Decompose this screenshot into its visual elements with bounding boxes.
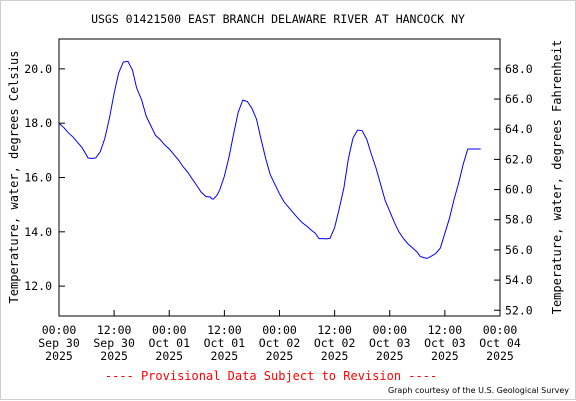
x-tick-label: Oct 01: [204, 336, 246, 350]
left-tick-label: 16.0: [24, 171, 52, 185]
x-tick-label: 00:00: [42, 323, 77, 337]
x-tick-label: 00:00: [483, 323, 518, 337]
x-tick-label: Oct 03: [369, 336, 411, 350]
left-axis: 12.0 14.0 16.0 18.0 20.0: [24, 62, 65, 293]
x-tick-label: 2025: [431, 349, 459, 363]
left-tick-label: 14.0: [24, 225, 52, 239]
right-tick-label: 64.0: [505, 122, 533, 136]
right-tick-label: 54.0: [505, 273, 533, 287]
x-tick-label: 12:00: [207, 323, 242, 337]
x-tick-label: 00:00: [152, 323, 187, 337]
right-tick-label: 56.0: [505, 243, 533, 257]
x-tick-label: 2025: [211, 349, 239, 363]
x-tick-label: 2025: [266, 349, 294, 363]
x-tick-label: 2025: [321, 349, 349, 363]
x-tick-label: 12:00: [428, 323, 463, 337]
right-tick-label: 60.0: [505, 183, 533, 197]
x-tick-label: 2025: [376, 349, 404, 363]
x-tick-label: 12:00: [317, 323, 352, 337]
graph-credit: Graph courtesy of the U.S. Geological Su…: [388, 386, 569, 395]
y-axis-label-left: Temperature, water, degrees Celsius: [7, 51, 21, 304]
right-tick-label: 68.0: [505, 62, 533, 76]
right-axis: 52.0 54.0 56.0 58.0 60.0 62.0 64.0 66.0 68.0: [494, 62, 533, 317]
plot-area: [58, 38, 501, 317]
x-tick-label: Oct 04: [479, 336, 521, 350]
right-tick-label: 66.0: [505, 92, 533, 106]
x-tick-label: 00:00: [262, 323, 297, 337]
x-tick-label: Oct 01: [148, 336, 190, 350]
right-tick-label: 62.0: [505, 152, 533, 166]
chart-title: USGS 01421500 EAST BRANCH DELAWARE RIVER…: [91, 12, 465, 26]
left-tick-label: 18.0: [24, 116, 52, 130]
x-tick-label: Oct 02: [259, 336, 301, 350]
y-axis-label-right: Temperature, water, degrees Fahrenheit: [550, 40, 564, 315]
x-tick-label: 2025: [45, 349, 73, 363]
series-line: [58, 60, 481, 259]
right-tick-label: 52.0: [505, 303, 533, 317]
x-tick-label: 12:00: [97, 323, 132, 337]
x-tick-label: 2025: [100, 349, 128, 363]
right-tick-label: 58.0: [505, 213, 533, 227]
left-tick-label: 20.0: [24, 62, 52, 76]
x-tick-label: Oct 02: [314, 336, 356, 350]
x-tick-label: 2025: [155, 349, 183, 363]
provisional-notice: ---- Provisional Data Subject to Revisio…: [105, 369, 437, 383]
x-tick-label: Oct 03: [424, 336, 466, 350]
x-tick-label: Sep 30: [38, 336, 80, 350]
x-tick-label: 00:00: [372, 323, 407, 337]
left-tick-label: 12.0: [24, 279, 52, 293]
x-tick-label: Sep 30: [93, 336, 135, 350]
x-tick-label: 2025: [486, 349, 514, 363]
